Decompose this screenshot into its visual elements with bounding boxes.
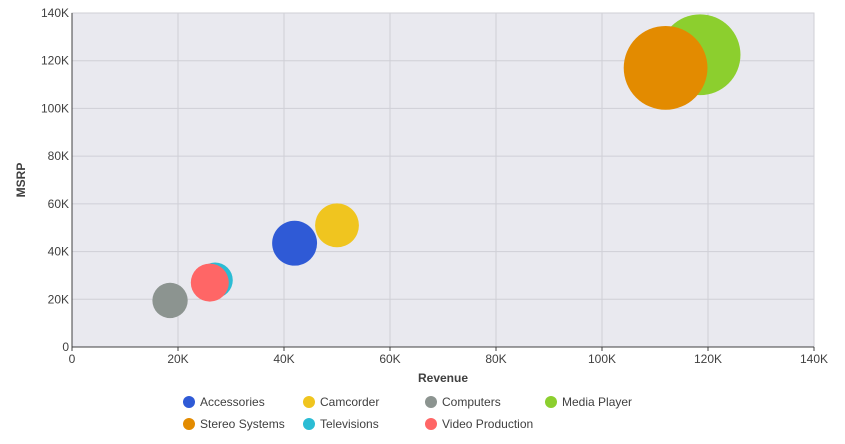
legend: Accessories Camcorder Computers Media Playe… (183, 395, 632, 431)
y-tick-label: 40K (48, 245, 69, 259)
x-tick-label: 0 (69, 352, 76, 366)
bubble-stereo-systems[interactable] (623, 25, 708, 110)
bubble-video-production[interactable] (190, 263, 229, 302)
legend-marker (545, 396, 557, 408)
x-tick-label: 60K (379, 352, 400, 366)
x-tick-label: 140K (800, 352, 828, 366)
y-tick-label: 60K (48, 197, 69, 211)
legend-label: Camcorder (320, 395, 379, 409)
y-tick-label: 20K (48, 292, 69, 306)
legend-item-camcorder[interactable]: Camcorder (303, 395, 379, 409)
y-tick-label: 0 (62, 340, 69, 354)
legend-marker (303, 396, 315, 408)
legend-marker (183, 418, 195, 430)
legend-marker (425, 418, 437, 430)
y-tick-label: 100K (41, 101, 69, 115)
bubble-camcorder[interactable] (315, 203, 359, 248)
x-tick-label: 120K (694, 352, 722, 366)
legend-item-accessories[interactable]: Accessories (183, 395, 265, 409)
legend-label: Computers (442, 395, 501, 409)
legend-label: Video Production (442, 417, 533, 431)
legend-marker (425, 396, 437, 408)
legend-label: Televisions (320, 417, 379, 431)
legend-label: Media Player (562, 395, 632, 409)
y-tick-label: 140K (41, 6, 69, 20)
legend-item-media-player[interactable]: Media Player (545, 395, 632, 409)
legend-item-stereo-systems[interactable]: Stereo Systems (183, 417, 285, 431)
bubbles (152, 14, 741, 319)
x-tick-label: 100K (588, 352, 616, 366)
legend-label: Accessories (200, 395, 265, 409)
x-axis-title: Revenue (418, 371, 468, 385)
y-tick-label: 80K (48, 149, 69, 163)
x-tick-label: 40K (273, 352, 294, 366)
bubble-computers[interactable] (152, 282, 188, 319)
legend-item-televisions[interactable]: Televisions (303, 417, 379, 431)
x-tick-label: 20K (167, 352, 188, 366)
y-tick-label: 120K (41, 54, 69, 68)
legend-item-video-production[interactable]: Video Production (425, 417, 533, 431)
legend-label: Stereo Systems (200, 417, 285, 431)
legend-item-computers[interactable]: Computers (425, 395, 501, 409)
axes: 0 20K 40K 60K 80K 100K 120K 140K 0 20K 40K 60K 80K 10… (41, 6, 828, 366)
x-tick-label: 80K (485, 352, 506, 366)
y-axis-title: MSRP (14, 163, 28, 198)
legend-marker (183, 396, 195, 408)
bubble-accessories[interactable] (272, 220, 318, 266)
legend-marker (303, 418, 315, 430)
